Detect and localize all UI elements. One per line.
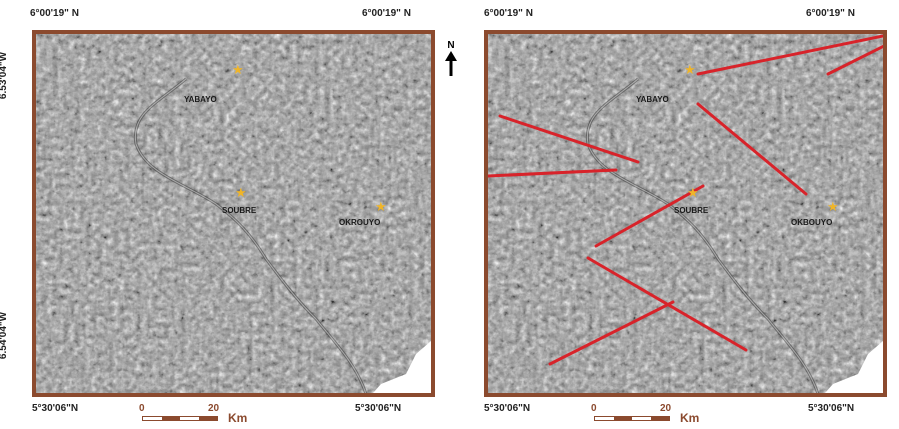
town-label-soubre: SOUBRE	[674, 206, 709, 215]
scale-unit: Km	[680, 411, 700, 425]
town-marker-icon: ★	[235, 185, 247, 200]
left-scale-bar: 0 20 Km	[139, 403, 262, 427]
scale-segments	[594, 416, 670, 421]
right-scale-bar: 0 20 Km	[591, 403, 714, 427]
town-marker-icon: ★	[375, 199, 387, 214]
north-arrow-icon: N	[443, 40, 459, 80]
scale-end: 20	[208, 403, 220, 414]
town-label-okbouyo: OKBOUYO	[791, 218, 833, 227]
town-marker-icon: ★	[232, 62, 244, 77]
right-top-right-coord: 6°00'19" N	[806, 8, 855, 19]
scale-start: 0	[591, 403, 597, 414]
scale-unit: Km	[228, 411, 248, 425]
town-label-soubre: SOUBRE	[222, 206, 257, 215]
scale-segments	[142, 416, 218, 421]
left-bottom-right-coord: 5°30'06"N	[355, 403, 402, 414]
north-label: N	[447, 40, 455, 51]
lineaments	[488, 34, 883, 366]
town-marker-icon: ★	[684, 62, 696, 77]
town-label-yabayo: YABAYO	[184, 95, 217, 104]
left-top-left-coord: 6°00'19" N	[30, 8, 79, 19]
town-marker-icon: ★	[687, 185, 699, 200]
left-terrain-relief	[36, 34, 431, 393]
town-label-okrouyo: OKROUYO	[339, 218, 381, 227]
town-marker-icon: ★	[827, 199, 839, 214]
left-bottom-left-coord: 5°30'06"N	[32, 403, 79, 414]
right-top-left-coord: 6°00'19" N	[484, 8, 533, 19]
right-bottom-left-coord: 5°30'06"N	[484, 403, 531, 414]
left-map-panel: ★ YABAYO ★ SOUBRE ★ OKROUYO	[32, 30, 435, 397]
scale-start: 0	[139, 403, 145, 414]
scale-end: 20	[660, 403, 672, 414]
left-bottom-vertical-coord: 6.54'04"W	[0, 311, 10, 360]
left-top-vertical-coord: 6.53'04"W	[0, 51, 10, 100]
right-map-panel: ★ YABAYO ★ SOUBRE ★ OKBOUYO	[484, 30, 887, 397]
right-bottom-right-coord: 5°30'06"N	[808, 403, 855, 414]
left-top-right-coord: 6°00'19" N	[362, 8, 411, 19]
town-label-yabayo: YABAYO	[636, 95, 669, 104]
right-terrain-relief	[488, 34, 883, 393]
